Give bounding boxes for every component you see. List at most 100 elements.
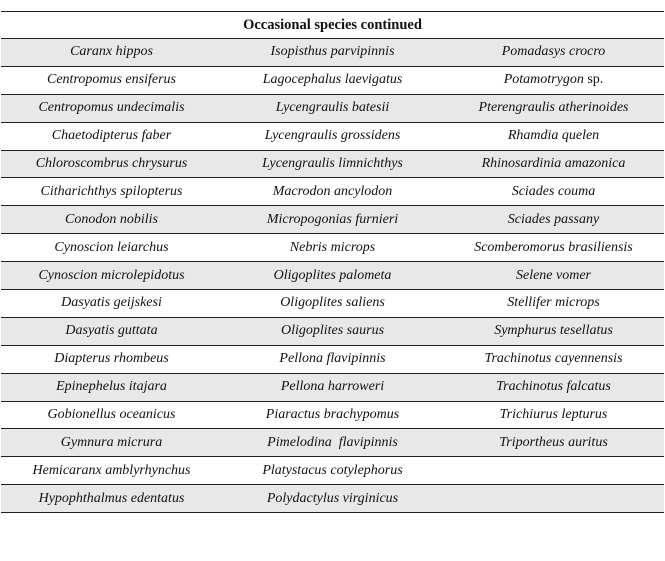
species-cell: Trachinotus falcatus xyxy=(443,372,664,402)
table-row: Hemicaranx amblyrhynchus Platystacus coty… xyxy=(1,456,664,486)
species-name: Isopisthus parvipinnis xyxy=(270,44,395,60)
species-cell: Trachinotus cayennensis xyxy=(443,344,664,374)
table-row: Hypophthalmus edentatus Polydactylus virg… xyxy=(1,484,664,514)
species-name: Diapterus rhombeus xyxy=(54,351,169,367)
species-cell: Centropomus undecimalis xyxy=(1,93,222,123)
species-name: Pimelodina flavipinnis xyxy=(267,434,398,450)
species-cell: Dasyatis geijskesi xyxy=(1,289,222,318)
species-cell: Dasyatis guttata xyxy=(1,316,222,346)
species-cell: Scomberomorus brasiliensis xyxy=(443,233,664,263)
species-name: Trichiurus lepturus xyxy=(499,407,608,423)
species-name: Symphurus tesellatus xyxy=(494,323,613,339)
species-cell: Pimelodina flavipinnis xyxy=(222,428,443,458)
table-title-row: Occasional species continued xyxy=(1,11,664,39)
species-cell: Macrodon ancylodon xyxy=(222,177,443,207)
species-name: Lycengraulis grossidens xyxy=(264,128,401,144)
species-name: Nebris microps xyxy=(289,239,376,255)
species-cell: Citharichthys spilopterus xyxy=(1,177,222,207)
species-cell: Lagocephalus laevigatus xyxy=(222,65,443,95)
species-name: Pellona harroweri xyxy=(280,379,385,395)
species-name: Selene vomer xyxy=(515,267,592,283)
species-cell: Rhamdia quelen xyxy=(443,121,664,151)
species-name: Scomberomorus brasiliensis xyxy=(474,239,633,255)
table-row: Chloroscombrus chrysurus Lycengraulis lim… xyxy=(1,149,664,179)
species-name: Caranx hippos xyxy=(70,44,153,60)
table-row: Citharichthys spilopterus Macrodon ancylo… xyxy=(1,177,664,207)
species-cell: Sciades couma xyxy=(443,177,664,207)
species-name: Lycengraulis limnichthys xyxy=(262,156,403,171)
species-cell: Stellifer microps xyxy=(443,289,664,318)
species-name: Triportheus auritus xyxy=(499,434,608,450)
species-cell: Micropogonias furnieri xyxy=(222,205,443,235)
species-cell: Symphurus tesellatus xyxy=(443,316,664,346)
species-cell: Gobionellus oceanicus xyxy=(1,400,222,430)
species-cell: Conodon nobilis xyxy=(1,205,222,235)
species-name: Pterengraulis atherinoides xyxy=(478,100,629,116)
table-row: Dasyatis guttata Oligoplites saurus Symphu… xyxy=(1,316,664,346)
species-cell: Epinephelus itajara xyxy=(1,372,222,402)
species-name: Rhinosardinia amazonica xyxy=(481,156,626,171)
species-name: Chaetodipterus faber xyxy=(51,128,172,144)
species-name: Sciades passany xyxy=(507,211,600,227)
species-name: Polydactylus virginicus xyxy=(266,490,399,506)
species-name-roman: sp. xyxy=(583,72,604,88)
species-name: Piaractus brachypomus xyxy=(265,407,400,423)
species-cell: Triportheus auritus xyxy=(443,428,664,458)
species-name: Pellona flavipinnis xyxy=(279,351,386,367)
species-name: Gymnura micrura xyxy=(60,434,163,450)
table-row: Caranx hippos Isopisthus parvipinnis Pomad… xyxy=(1,38,664,67)
species-name: Macrodon ancylodon xyxy=(272,183,393,199)
species-name: Sciades couma xyxy=(511,183,596,199)
species-cell: Nebris microps xyxy=(222,233,443,263)
species-cell: Pellona harroweri xyxy=(222,372,443,402)
species-name: Trachinotus falcatus xyxy=(496,379,611,395)
species-cell: Oligoplites saliens xyxy=(222,289,443,318)
species-cell: Chaetodipterus faber xyxy=(1,121,222,151)
species-cell xyxy=(443,456,664,486)
species-name: Trachinotus cayennensis xyxy=(484,351,623,367)
species-cell: Chloroscombrus chrysurus xyxy=(1,149,222,179)
species-name: Epinephelus itajara xyxy=(56,379,167,395)
species-cell: Pellona flavipinnis xyxy=(222,344,443,374)
species-name: Hemicaranx amblyrhynchus xyxy=(32,462,191,478)
species-cell: Diapterus rhombeus xyxy=(1,344,222,374)
species-name: Cynoscion leiarchus xyxy=(54,239,169,255)
species-cell: Rhinosardinia amazonica xyxy=(443,149,664,179)
species-name: Citharichthys spilopterus xyxy=(40,183,183,199)
species-name: Chloroscombrus chrysurus xyxy=(35,156,188,171)
species-cell: Platystacus cotylephorus xyxy=(222,456,443,486)
species-cell: Gymnura micrura xyxy=(1,428,222,458)
species-name: Oligoplites saliens xyxy=(280,295,385,311)
species-cell: Trichiurus lepturus xyxy=(443,400,664,430)
species-name: Pomadasys crocro xyxy=(501,44,606,60)
species-name: Micropogonias furnieri xyxy=(266,211,399,227)
species-cell: Pterengraulis atherinoides xyxy=(443,93,664,123)
species-name: Gobionellus oceanicus xyxy=(47,407,176,423)
species-name: Centropomus undecimalis xyxy=(38,100,185,116)
species-cell: Cynoscion microlepidotus xyxy=(1,261,222,291)
species-cell: Piaractus brachypomus xyxy=(222,400,443,430)
species-table-body: Caranx hippos Isopisthus parvipinnis Pomad… xyxy=(1,38,664,514)
table-row: Gobionellus oceanicus Piaractus brachypom… xyxy=(1,400,664,430)
species-name: Centropomus ensiferus xyxy=(47,72,176,88)
species-cell: Isopisthus parvipinnis xyxy=(222,38,443,67)
species-name: Potamotrygon xyxy=(503,72,584,88)
species-name: Dasyatis geijskesi xyxy=(61,295,162,311)
species-cell: Hemicaranx amblyrhynchus xyxy=(1,456,222,486)
species-name: Lycengraulis batesii xyxy=(275,100,390,116)
species-cell: Sciades passany xyxy=(443,205,664,235)
table-title: Occasional species continued xyxy=(1,11,664,39)
table-row: Epinephelus itajara Pellona harroweri Trac… xyxy=(1,372,664,402)
species-name: Cynoscion microlepidotus xyxy=(38,267,185,283)
species-name: Hypophthalmus edentatus xyxy=(38,490,185,506)
species-name: Stellifer microps xyxy=(507,295,600,311)
species-cell: Potamotrygon sp. xyxy=(443,65,664,95)
species-cell: Centropomus ensiferus xyxy=(1,65,222,95)
table-row: Cynoscion microlepidotus Oligoplites palo… xyxy=(1,261,664,291)
species-cell: Lycengraulis limnichthys xyxy=(222,149,443,179)
species-cell: Lycengraulis batesii xyxy=(222,93,443,123)
species-name: Oligoplites palometa xyxy=(273,267,392,283)
species-table-head: Occasional species continued xyxy=(1,11,664,39)
species-cell: Hypophthalmus edentatus xyxy=(1,484,222,514)
table-row: Centropomus undecimalis Lycengraulis bate… xyxy=(1,93,664,123)
